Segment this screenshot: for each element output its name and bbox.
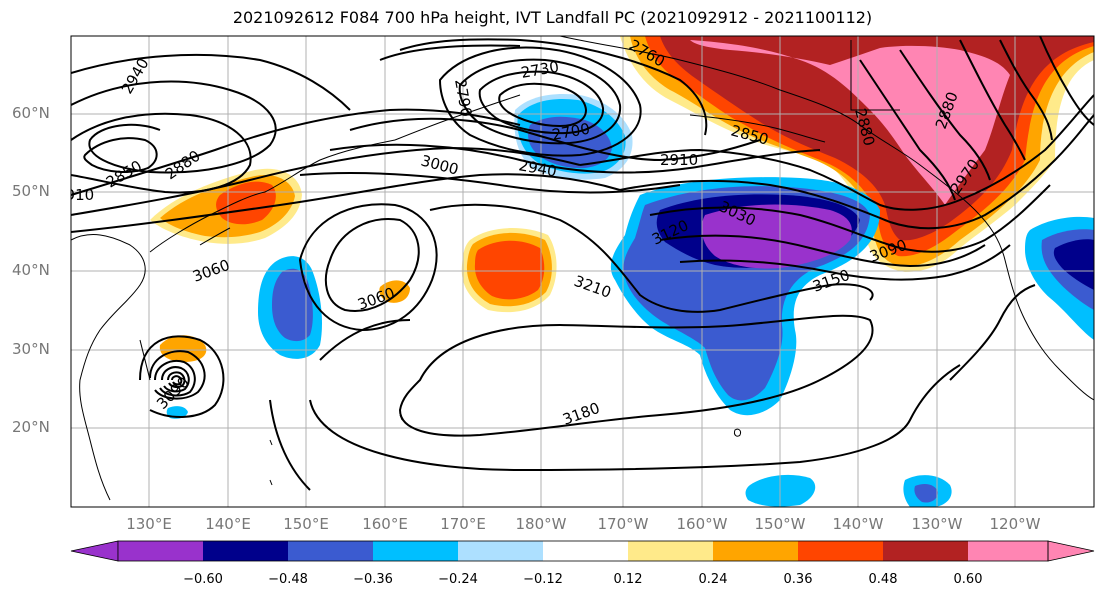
colorbar <box>70 540 1095 562</box>
lat-label: 40°N <box>12 261 50 279</box>
colorbar-tick-label: 0.36 <box>783 572 813 587</box>
lon-label: 120°W <box>989 515 1041 533</box>
colorbar-tick-label: −0.12 <box>523 572 563 587</box>
colorbar-bin <box>203 541 288 561</box>
colorbar-tick-label: −0.24 <box>438 572 478 587</box>
lon-label: 180°W <box>515 515 567 533</box>
negative-anomaly-west-us <box>1025 216 1094 340</box>
colorbar-tick-label: 0.24 <box>698 572 728 587</box>
colorbar-bin <box>628 541 713 561</box>
lon-label: 170°W <box>597 515 649 533</box>
lon-label: 160°W <box>676 515 728 533</box>
colorbar-bin <box>458 541 543 561</box>
colorbar-extend-max <box>1047 540 1095 562</box>
lon-label: 160°E <box>362 515 408 533</box>
colorbar-bin <box>118 541 203 561</box>
map-frame <box>70 35 1095 508</box>
colorbar-bin <box>968 541 1048 561</box>
contour-label: 2910 <box>660 151 698 169</box>
lat-label: 20°N <box>12 418 50 436</box>
colorbar-tick-label: −0.36 <box>353 572 393 587</box>
colorbar-bin <box>543 541 628 561</box>
colorbar-tick-label: −0.48 <box>268 572 308 587</box>
height-contours <box>71 36 1094 491</box>
map-area: 2940 2850 2880 2910 2790 2730 2760 2700 … <box>56 36 1094 507</box>
colorbar-bin <box>798 541 883 561</box>
lon-label: 130°E <box>126 515 172 533</box>
colorbar-bin <box>713 541 798 561</box>
lon-label: 130°W <box>911 515 963 533</box>
lon-label: 140°E <box>205 515 251 533</box>
map-title: 2021092612 F084 700 hPa height, IVT Land… <box>232 8 873 27</box>
lon-label: 150°E <box>283 515 329 533</box>
colorbar-bin <box>288 541 373 561</box>
lat-label: 60°N <box>12 104 50 122</box>
colorbar-tick-label: −0.60 <box>183 572 223 587</box>
colorbar-tick-label: 0.12 <box>613 572 643 587</box>
lat-label: 50°N <box>12 182 50 200</box>
colorbar-extend-min <box>70 540 119 562</box>
lon-label: 150°W <box>754 515 806 533</box>
colorbar-bin <box>373 541 458 561</box>
colorbar-tick-label: 0.48 <box>868 572 898 587</box>
lon-label: 170°E <box>440 515 486 533</box>
positive-anomaly-central <box>379 228 557 313</box>
contour-label: 2910 <box>56 186 94 204</box>
colorbar-bin <box>883 541 968 561</box>
colorbar-tick-label: 0.60 <box>953 572 983 587</box>
coastlines <box>71 36 1094 501</box>
lon-label: 140°W <box>832 515 884 533</box>
lat-label: 30°N <box>12 340 50 358</box>
